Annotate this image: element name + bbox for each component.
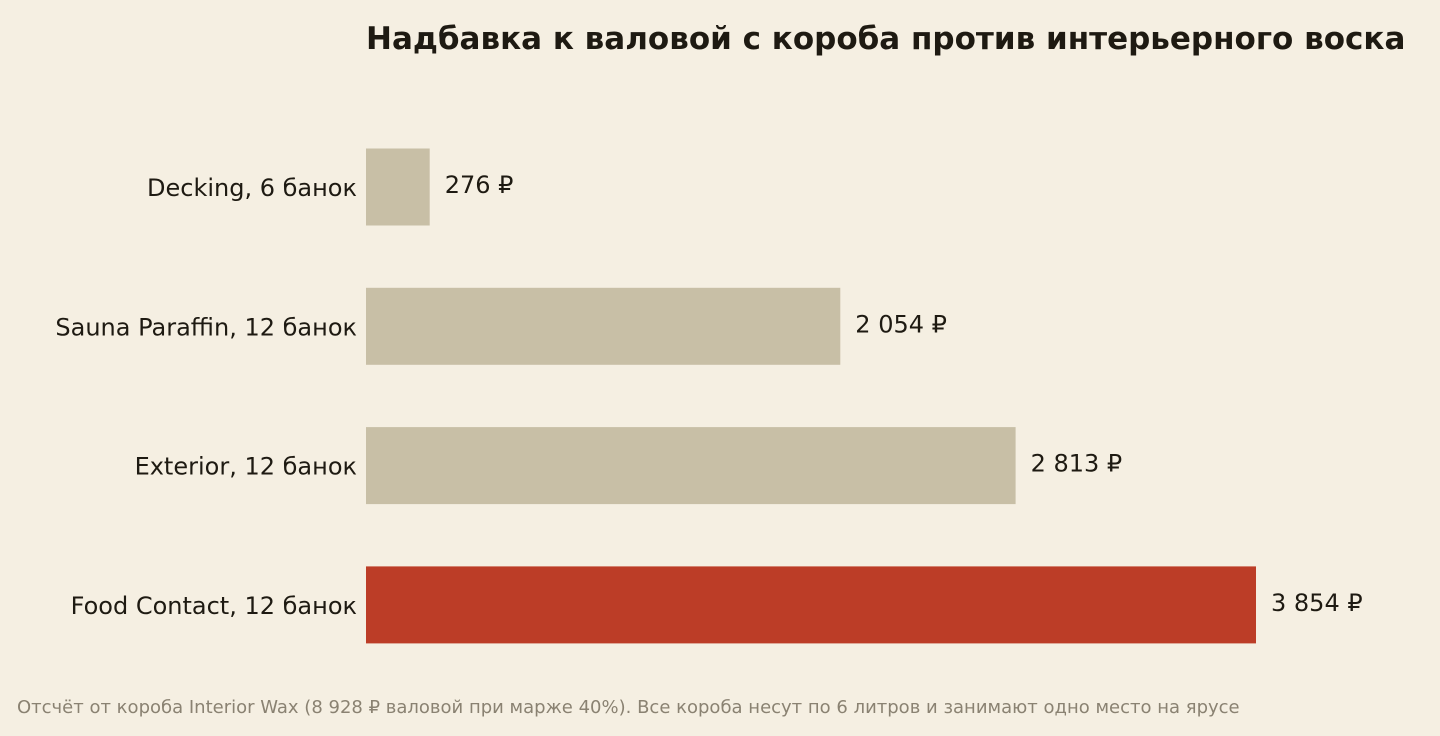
value-label: 2 813 ₽: [1031, 450, 1123, 478]
bar-3: [366, 566, 1256, 644]
bar-2: [366, 427, 1016, 505]
bar-0: [366, 148, 430, 226]
bar-1: [366, 287, 841, 365]
value-label: 2 054 ₽: [855, 310, 947, 338]
category-label: Decking, 6 банок: [147, 174, 357, 202]
value-label: 3 854 ₽: [1271, 589, 1363, 617]
value-label: 276 ₽: [445, 171, 514, 199]
category-label: Sauna Paraffin, 12 банок: [55, 313, 357, 341]
footnote: Отсчёт от короба Interior Wax (8 928 ₽ в…: [17, 697, 1240, 718]
chart-title: Надбавка к валовой с короба против интер…: [366, 21, 1406, 57]
category-label: Exterior, 12 банок: [135, 453, 357, 481]
category-label: Food Contact, 12 банок: [71, 592, 357, 620]
